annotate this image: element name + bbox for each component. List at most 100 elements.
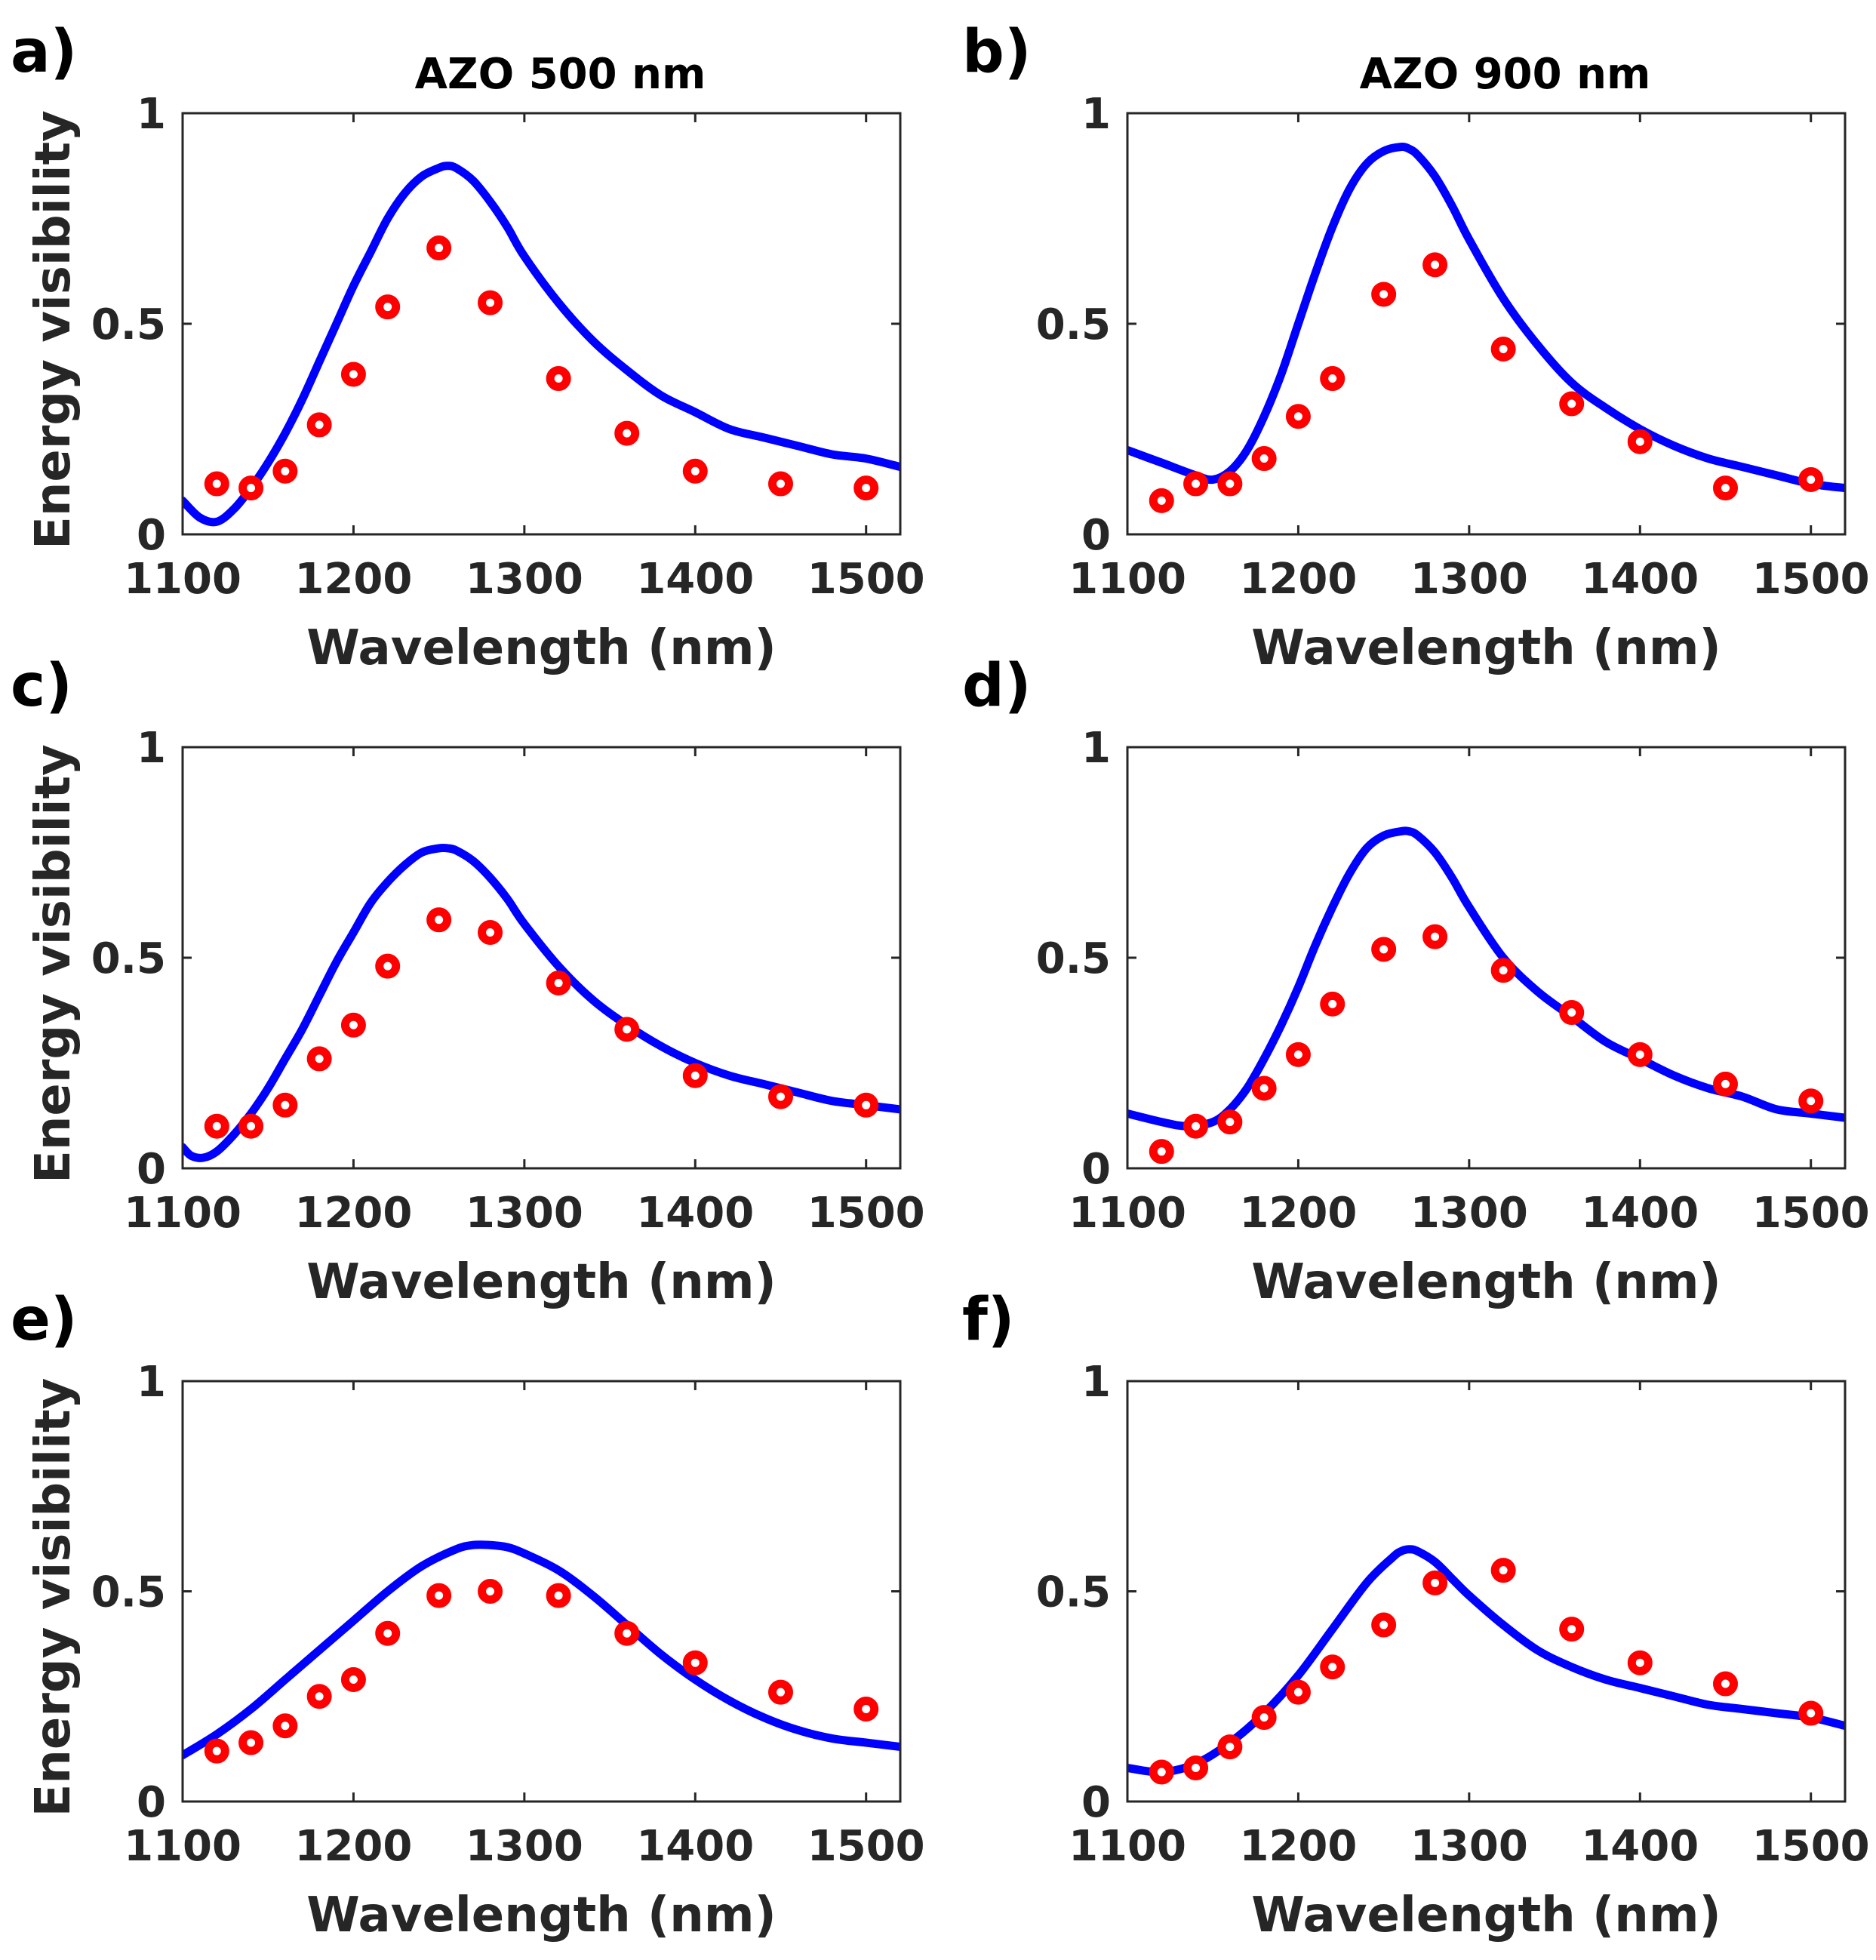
data-point	[1713, 1671, 1738, 1697]
data-point	[1183, 1755, 1209, 1780]
data-point	[768, 1679, 793, 1705]
x-tick-label: 1200	[1239, 1189, 1357, 1238]
data-point	[768, 1084, 793, 1109]
x-tick-label: 1100	[124, 555, 241, 604]
data-point	[1490, 958, 1516, 983]
model-curve	[183, 1540, 900, 1760]
x-axis-label: Wavelength (nm)	[306, 1254, 777, 1310]
data-point	[1251, 1705, 1277, 1731]
data-point	[546, 970, 571, 995]
data-point	[614, 420, 640, 446]
x-axis-label: Wavelength (nm)	[1251, 1888, 1721, 1943]
panel-label: d)	[962, 652, 1031, 720]
y-tick-label: 0.5	[91, 300, 166, 349]
x-tick-label: 1100	[1069, 555, 1186, 604]
data-point	[1149, 1139, 1174, 1165]
y-tick-label: 0	[137, 1145, 166, 1194]
data-point	[1183, 1113, 1209, 1139]
data-point	[340, 1012, 366, 1038]
x-tick-label: 1400	[636, 1822, 754, 1871]
y-tick-label: 1	[1081, 724, 1111, 773]
x-tick-label: 1200	[294, 555, 412, 604]
x-tick-label: 1400	[636, 1189, 754, 1238]
x-axis-label: Wavelength (nm)	[1251, 1254, 1721, 1310]
x-tick-label: 1100	[124, 1189, 241, 1238]
plot-area	[1127, 747, 1845, 1168]
y-tick-label: 0.5	[1036, 300, 1111, 349]
x-tick-label: 1500	[1752, 555, 1870, 604]
data-point	[1713, 1071, 1738, 1097]
y-tick-label: 1	[137, 724, 166, 773]
x-tick-label: 1300	[1410, 1189, 1528, 1238]
data-point	[1371, 937, 1397, 962]
data-point	[375, 294, 401, 320]
data-point	[1627, 1042, 1653, 1067]
plot-area	[183, 1381, 900, 1802]
data-point	[768, 471, 793, 497]
data-point	[1320, 366, 1345, 392]
data-point	[426, 235, 452, 261]
y-tick-label: 0	[137, 511, 166, 560]
data-point	[853, 1696, 879, 1722]
axes-frame	[1126, 112, 1847, 536]
data-point	[1285, 404, 1311, 429]
data-point	[1149, 488, 1174, 513]
data-point	[682, 458, 708, 484]
x-tick-label: 1300	[466, 1822, 583, 1871]
x-tick-label: 1200	[1239, 1822, 1357, 1871]
data-point	[426, 907, 452, 933]
x-tick-label: 1200	[294, 1189, 412, 1238]
data-point	[1490, 336, 1516, 362]
data-point	[1798, 1088, 1824, 1114]
x-tick-label: 1500	[807, 1822, 925, 1871]
data-point	[340, 362, 366, 387]
y-tick-label: 1	[137, 1358, 166, 1407]
data-point	[1183, 471, 1209, 497]
data-point	[238, 475, 264, 501]
data-point	[682, 1063, 708, 1088]
x-tick-label: 1200	[294, 1822, 412, 1871]
y-axis-label: Energy visibility	[26, 110, 81, 549]
data-point	[1627, 429, 1653, 454]
chart-panel-a: 1100 1200 1300 1400 1500 0 0.5 1 Wavelength (nm)…	[11, 18, 925, 676]
data-point	[375, 1620, 401, 1646]
data-point	[546, 366, 571, 392]
data-point	[238, 1730, 264, 1755]
model-curve	[1127, 143, 1845, 493]
data-point	[1559, 1000, 1585, 1026]
data-point	[1251, 446, 1277, 472]
data-point	[1798, 1700, 1824, 1726]
panel-label: f)	[962, 1286, 1015, 1354]
data-point	[1217, 471, 1243, 497]
data-point	[1422, 1570, 1448, 1595]
chart-title: AZO 500 nm	[415, 50, 706, 99]
y-tick-label: 0	[1081, 511, 1111, 560]
data-point	[1371, 282, 1397, 307]
y-tick-label: 0	[1081, 1778, 1111, 1827]
data-point	[375, 953, 401, 979]
y-axis-label: Energy visibility	[26, 744, 81, 1183]
panel-label: a)	[11, 18, 77, 86]
data-point	[340, 1666, 366, 1692]
data-point	[1149, 1759, 1174, 1785]
data-point	[1320, 991, 1345, 1017]
chart-panel-c: 1100 1200 1300 1400 1500 0 0.5 1 Wavelength (nm)…	[11, 652, 925, 1310]
x-tick-label: 1400	[1581, 1822, 1699, 1871]
data-point	[1422, 924, 1448, 949]
x-axis-label: Wavelength (nm)	[1251, 620, 1721, 676]
data-point	[546, 1583, 571, 1608]
data-point	[238, 1113, 264, 1139]
panel-label: b)	[962, 18, 1031, 86]
data-point	[853, 1092, 879, 1118]
data-point	[1559, 1617, 1585, 1642]
chart-panel-f: 1100 1200 1300 1400 1500 0 0.5 1 Wavelength (nm)…	[962, 1286, 1870, 1943]
y-tick-label: 1	[1081, 1358, 1111, 1407]
axes-frame	[181, 112, 902, 536]
x-tick-label: 1500	[1752, 1189, 1870, 1238]
data-point	[1285, 1679, 1311, 1705]
model-curve	[183, 843, 900, 1162]
data-point	[204, 1113, 229, 1139]
data-point	[1713, 475, 1738, 501]
model-curve	[1127, 826, 1845, 1131]
